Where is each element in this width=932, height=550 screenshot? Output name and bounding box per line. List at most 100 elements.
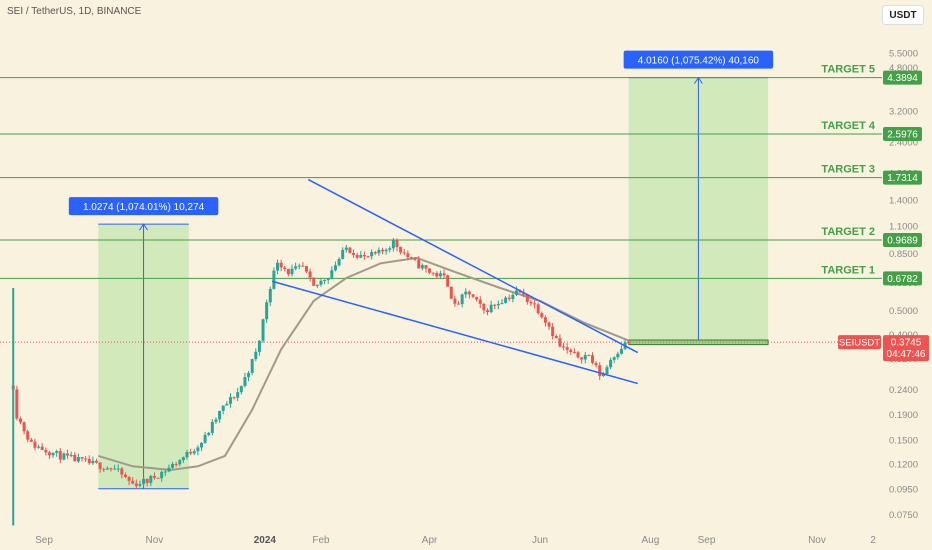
current-price-label: 0.3745 (891, 338, 922, 349)
candle-body (569, 349, 573, 352)
candle-body (156, 477, 160, 479)
candles (11, 237, 631, 489)
candle-body (232, 397, 236, 399)
x-tick-label: Sep (698, 535, 716, 546)
candle-body (352, 252, 356, 255)
candle-body (590, 355, 594, 363)
candle-body (40, 446, 44, 451)
y-tick-label: 0.0950 (889, 485, 918, 496)
x-tick-label: Feb (312, 535, 330, 546)
candle-body (113, 468, 117, 470)
candle-body (66, 453, 70, 456)
candle-body (37, 446, 41, 448)
candle-body (58, 451, 62, 460)
candle-body (551, 326, 555, 336)
y-tick-label: 0.8500 (889, 249, 918, 260)
target-price-label: 2.5976 (887, 129, 918, 140)
target-price-badge (883, 70, 922, 85)
x-tick-label: 2024 (254, 535, 277, 546)
y-tick-label: 0.0750 (889, 510, 918, 521)
candle-body (449, 286, 453, 299)
candle-body (413, 257, 417, 260)
candle-body (478, 299, 482, 304)
candle-body (377, 249, 381, 254)
x-tick-label: Aug (642, 535, 660, 546)
candle-body (381, 249, 385, 252)
candle-body (80, 457, 84, 459)
candle-body (276, 262, 280, 271)
candle-body (609, 359, 613, 368)
measure-label: 1.0274 (1,074.01%) 10,274 (83, 202, 205, 213)
candle-body (587, 355, 591, 357)
target-price-label: 4.3894 (887, 73, 918, 84)
candle-body (199, 442, 203, 448)
candle-body (344, 247, 348, 250)
candle-body (236, 392, 240, 398)
candle-body (239, 386, 243, 393)
candle-body (225, 403, 229, 406)
measure-label-bg (623, 50, 774, 69)
candle-body (160, 471, 164, 479)
candle-body (178, 460, 182, 465)
candle-body (616, 353, 620, 358)
candle-body (619, 348, 623, 354)
target-label-3: TARGET 3 (821, 164, 875, 176)
candle-body (265, 302, 269, 320)
candle-body (29, 439, 33, 442)
candle-body (22, 422, 26, 432)
currency-selector[interactable]: USDT (882, 5, 924, 25)
candle-body (605, 367, 609, 374)
candle-body (323, 280, 327, 282)
candle-body (279, 262, 283, 268)
candle-body (76, 457, 80, 462)
countdown-label: 04:47:46 (887, 349, 926, 360)
y-tick-label: 0.1900 (889, 410, 918, 421)
candle-body (171, 463, 175, 468)
candle-body (44, 450, 48, 453)
candle-body (261, 319, 265, 341)
candle-body (496, 303, 500, 306)
candle-body (290, 268, 294, 275)
y-tick-label: 0.2400 (889, 385, 918, 396)
candle-body (337, 258, 341, 266)
target-price-label: 0.6782 (887, 274, 918, 285)
y-tick-label: 1.1000 (889, 221, 918, 232)
target-label-1: TARGET 1 (821, 264, 875, 276)
candle-body (243, 377, 247, 387)
target-price-badge (883, 170, 922, 185)
candle-body (453, 298, 457, 304)
candle-body (366, 256, 370, 258)
candle-body (203, 434, 207, 443)
target-price-badge (883, 232, 922, 247)
candle-body (395, 240, 399, 248)
candle-body (167, 467, 171, 472)
x-tick-label: Apr (422, 535, 438, 546)
candle-body (388, 248, 392, 250)
candle-body (138, 484, 142, 486)
candle-body (500, 303, 504, 305)
candle-body (540, 313, 544, 318)
candle-body (134, 483, 138, 486)
candle-body (583, 355, 587, 360)
target-label-2: TARGET 2 (821, 226, 875, 238)
x-tick-label: 2 (870, 535, 876, 546)
candle-body (471, 294, 475, 297)
y-tick-label: 0.1500 (889, 436, 918, 447)
candle-body (428, 268, 432, 273)
candle-body (214, 419, 218, 422)
candle-body (457, 303, 461, 305)
candle-body (272, 270, 276, 289)
candle-body (142, 478, 146, 485)
candle-body (185, 451, 189, 458)
candle-body (109, 468, 113, 470)
candle-body (73, 454, 77, 462)
y-tick-label: 4.8000 (889, 63, 918, 74)
candle-body (442, 273, 446, 276)
candle-body (127, 476, 131, 481)
candle-body (420, 265, 424, 269)
y-tick-label: 0.5000 (889, 306, 918, 317)
candle-body (529, 301, 533, 304)
target-price-label: 0.9689 (887, 235, 918, 246)
candle-body (152, 475, 156, 478)
